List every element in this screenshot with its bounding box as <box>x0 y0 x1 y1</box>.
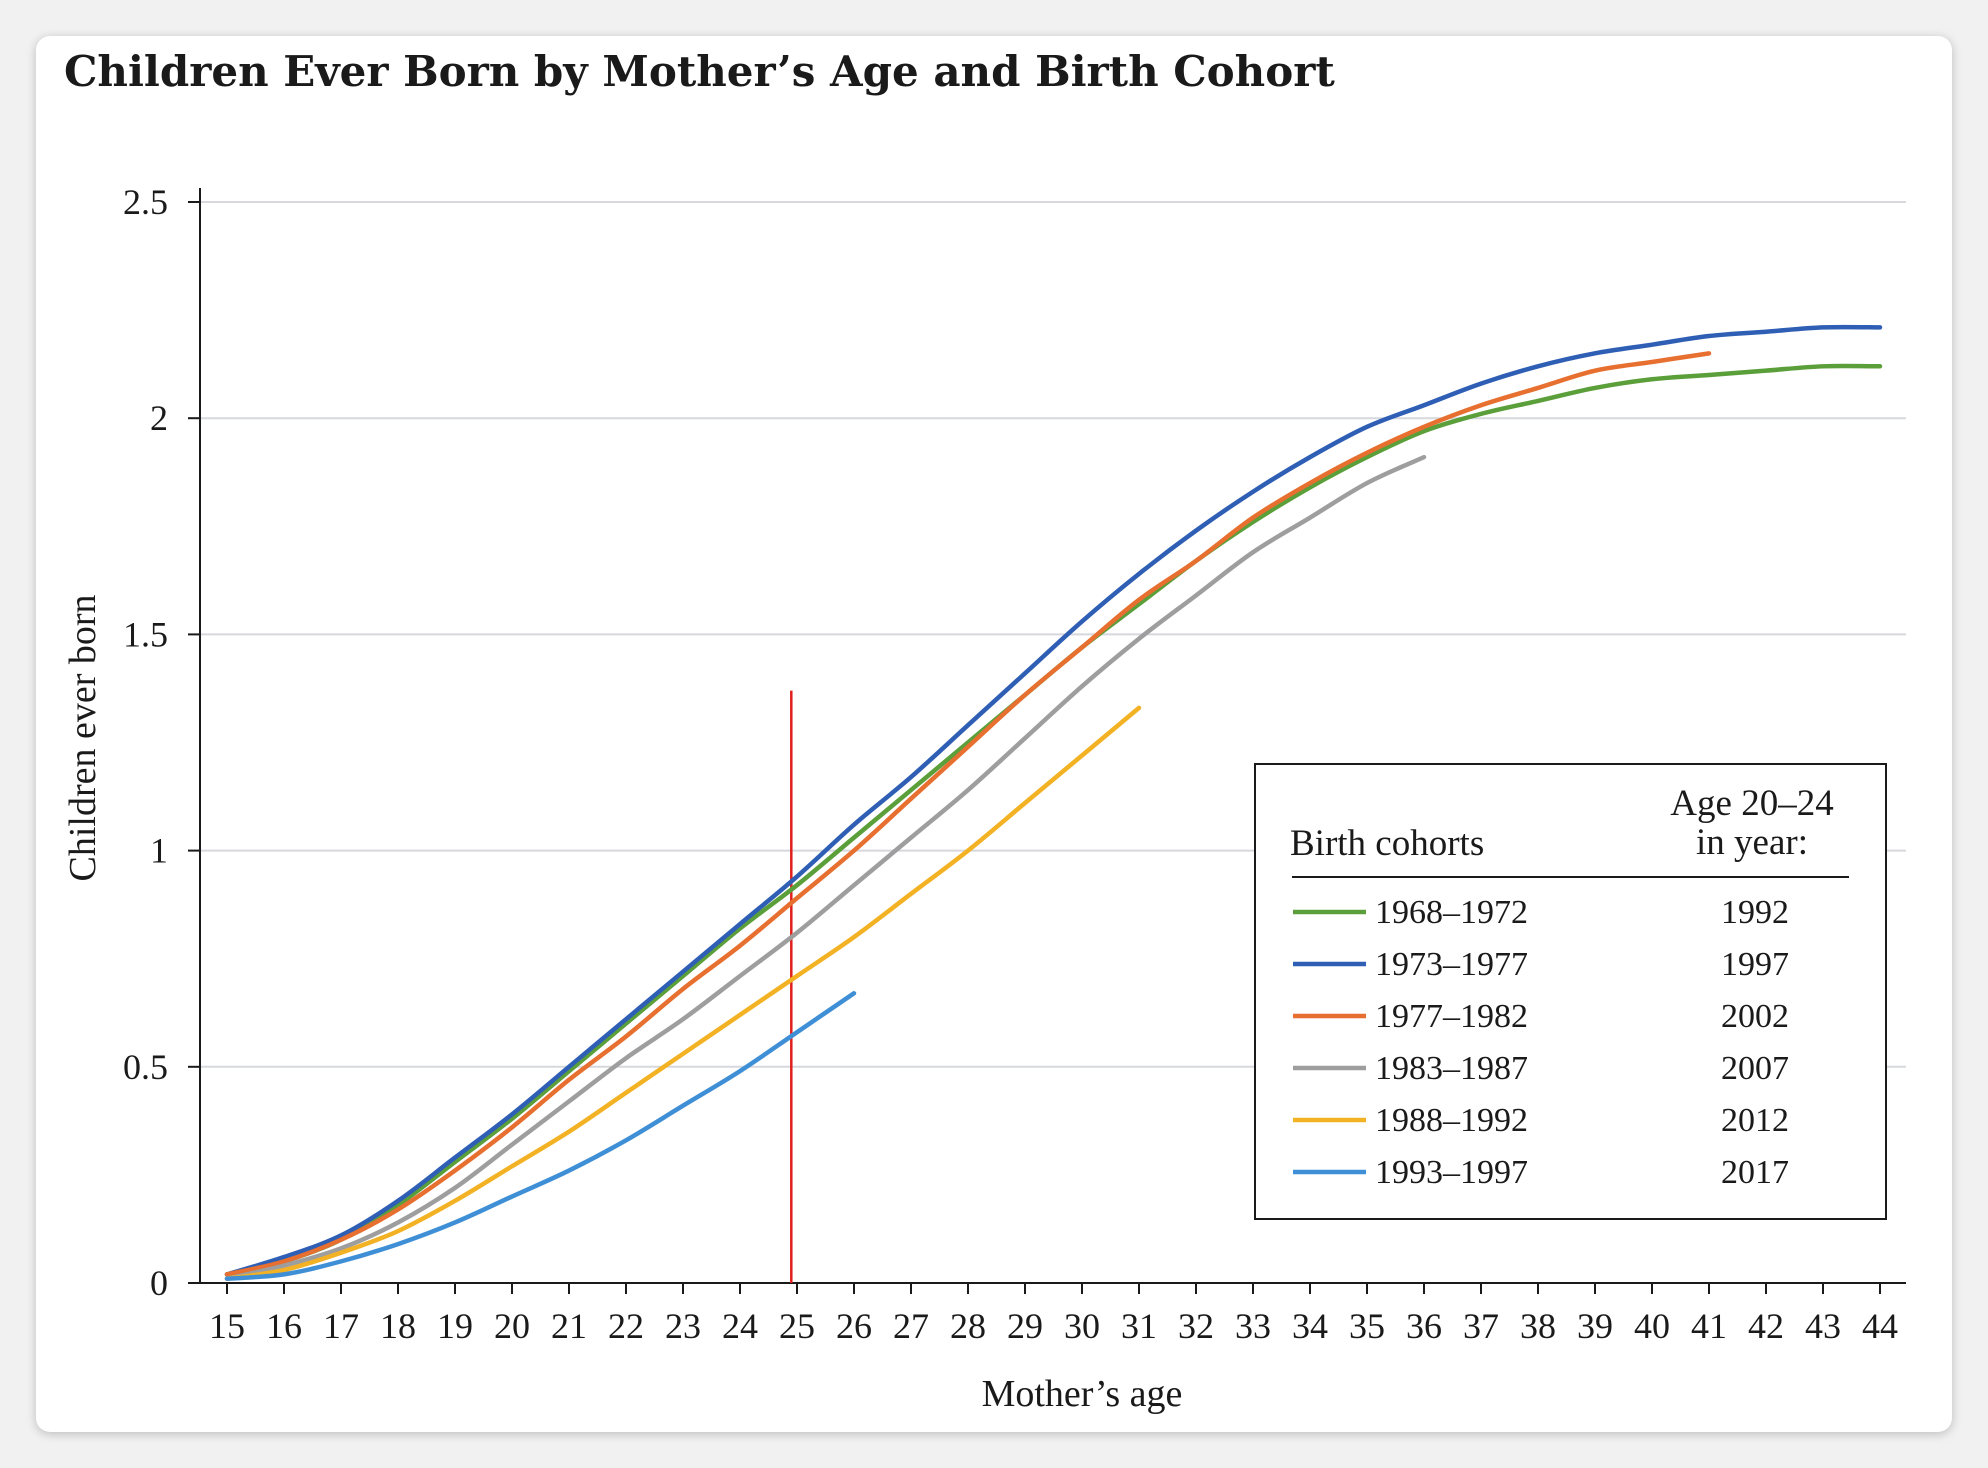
legend-year-1: 1992 <box>1721 894 1789 931</box>
x-tick-label: 40 <box>1634 1306 1670 1346</box>
x-tick-label: 16 <box>266 1306 302 1346</box>
legend-header-year-line2: in year: <box>1696 822 1808 863</box>
y-tick-label: 1 <box>150 831 168 871</box>
y-tick-label: 2 <box>150 398 168 438</box>
x-tick-label: 15 <box>209 1306 245 1346</box>
y-tick-label: 0 <box>150 1263 168 1303</box>
legend-year-3: 2002 <box>1721 998 1789 1035</box>
legend-label-1: 1968–1972 <box>1375 894 1528 931</box>
legend-label-3: 1977–1982 <box>1375 998 1528 1035</box>
x-tick-label: 21 <box>551 1306 587 1346</box>
y-axis-label: Children ever born <box>62 594 104 881</box>
legend-box <box>1254 763 1887 1220</box>
x-tick-label: 31 <box>1121 1306 1157 1346</box>
legend-label-2: 1973–1977 <box>1375 946 1528 983</box>
x-tick-label: 22 <box>608 1306 644 1346</box>
series-line-3 <box>224 351 1712 1277</box>
legend-label-4: 1983–1987 <box>1375 1050 1528 1087</box>
chart-title: Children Ever Born by Mother’s Age and B… <box>64 47 1335 96</box>
x-tick-label: 44 <box>1862 1306 1898 1346</box>
series-line-5 <box>224 705 1142 1281</box>
legend: Birth cohorts Age 20–24 in year: 1968–19… <box>1254 763 1887 1220</box>
x-tick-label: 27 <box>893 1306 929 1346</box>
series-line-6 <box>224 991 857 1281</box>
x-tick-label: 26 <box>836 1306 872 1346</box>
x-tick-label: 42 <box>1748 1306 1784 1346</box>
x-tick-labels: 15 16 17 18 19 20 21 22 23 24 25 26 27 28 29 30 31 32 33 34… <box>209 1283 1898 1346</box>
x-tick-label: 17 <box>323 1306 359 1346</box>
series-line-4 <box>224 454 1427 1281</box>
x-tick-label: 32 <box>1178 1306 1214 1346</box>
x-tick-label: 43 <box>1805 1306 1841 1346</box>
x-tick-label: 37 <box>1463 1306 1499 1346</box>
legend-rows: 1968–1972 1992 1973–1977 1997 1977–1982 2002 1… <box>1293 894 1789 1191</box>
x-tick-label: 25 <box>779 1306 815 1346</box>
x-tick-label: 39 <box>1577 1306 1613 1346</box>
legend-year-4: 2007 <box>1721 1050 1789 1087</box>
x-tick-label: 18 <box>380 1306 416 1346</box>
legend-label-5: 1988–1992 <box>1375 1102 1528 1139</box>
x-tick-label: 24 <box>722 1306 758 1346</box>
legend-year-2: 1997 <box>1721 946 1789 983</box>
y-tick-label: 0.5 <box>123 1047 168 1087</box>
x-tick-label: 38 <box>1520 1306 1556 1346</box>
x-tick-label: 33 <box>1235 1306 1271 1346</box>
legend-year-6: 2017 <box>1721 1154 1789 1191</box>
series-lines <box>224 324 1883 1281</box>
y-tick-label: 2.5 <box>123 182 168 222</box>
x-tick-label: 41 <box>1691 1306 1727 1346</box>
series-line-2 <box>224 324 1883 1277</box>
x-tick-label: 35 <box>1349 1306 1385 1346</box>
legend-label-6: 1993–1997 <box>1375 1154 1528 1191</box>
legend-header-year-line1: Age 20–24 <box>1670 783 1833 824</box>
y-tick-label: 1.5 <box>123 614 168 654</box>
legend-year-5: 2012 <box>1721 1102 1789 1139</box>
x-tick-label: 36 <box>1406 1306 1442 1346</box>
x-tick-label: 30 <box>1064 1306 1100 1346</box>
legend-header-cohorts: Birth cohorts <box>1290 823 1484 864</box>
x-tick-label: 29 <box>1007 1306 1043 1346</box>
axes <box>199 188 1906 1284</box>
y-tick-labels: 0 0.5 1 1.5 2 2.5 <box>123 182 200 1303</box>
x-tick-label: 34 <box>1292 1306 1328 1346</box>
x-tick-label: 19 <box>437 1306 473 1346</box>
x-axis-label: Mother’s age <box>982 1373 1183 1415</box>
x-tick-label: 28 <box>950 1306 986 1346</box>
x-tick-label: 20 <box>494 1306 530 1346</box>
x-tick-label: 23 <box>665 1306 701 1346</box>
